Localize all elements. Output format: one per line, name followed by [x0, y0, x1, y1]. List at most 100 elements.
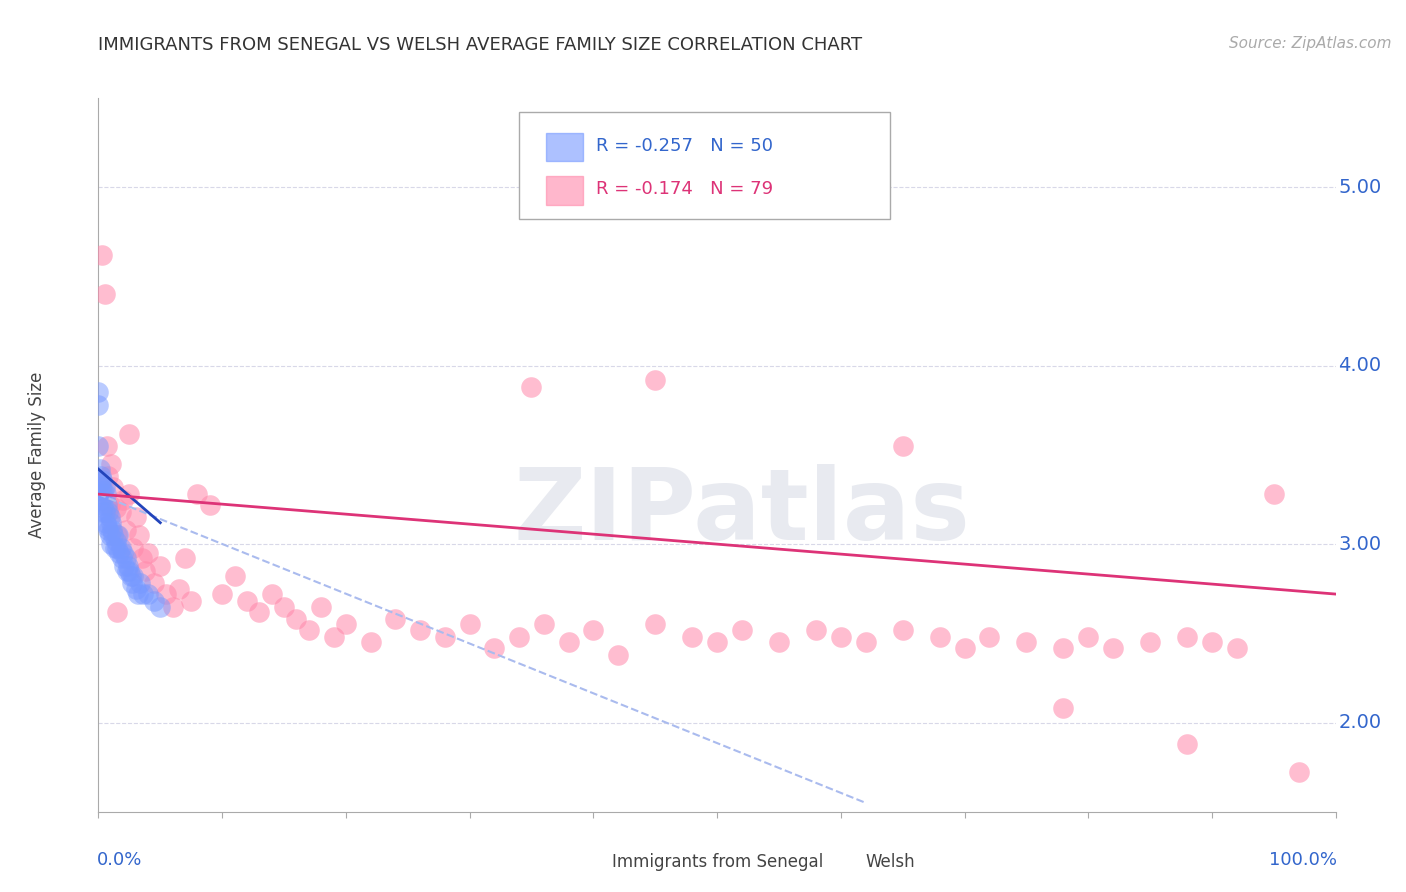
- Point: [1015, 635, 1038, 649]
- Point: [681, 630, 703, 644]
- Point: [118, 564, 141, 578]
- Point: [129, 576, 152, 591]
- Text: Average Family Size: Average Family Size: [28, 372, 45, 538]
- Point: [458, 617, 481, 632]
- Point: [93, 287, 115, 301]
- Point: [273, 599, 295, 614]
- Point: [96, 498, 118, 512]
- Point: [285, 612, 308, 626]
- Point: [731, 623, 754, 637]
- Text: 2.00: 2.00: [1339, 713, 1381, 732]
- Point: [1077, 630, 1099, 644]
- Bar: [547, 133, 583, 161]
- Point: [100, 516, 122, 530]
- Point: [121, 576, 143, 591]
- Point: [93, 505, 115, 519]
- Point: [97, 505, 120, 519]
- Point: [127, 587, 149, 601]
- Point: [1175, 737, 1198, 751]
- Point: [174, 551, 197, 566]
- Text: R = -0.257   N = 50: R = -0.257 N = 50: [596, 136, 773, 154]
- Point: [180, 594, 202, 608]
- Point: [322, 630, 344, 644]
- Point: [1102, 640, 1125, 655]
- Point: [100, 457, 122, 471]
- Point: [768, 635, 790, 649]
- Point: [149, 558, 172, 573]
- Point: [644, 617, 666, 632]
- Point: [298, 623, 321, 637]
- Point: [211, 587, 233, 601]
- Point: [131, 551, 153, 566]
- Point: [97, 469, 120, 483]
- Point: [855, 635, 877, 649]
- Point: [96, 439, 118, 453]
- Point: [112, 492, 135, 507]
- Point: [115, 564, 138, 578]
- Point: [101, 523, 124, 537]
- Point: [122, 569, 145, 583]
- Point: [409, 623, 432, 637]
- Point: [118, 487, 141, 501]
- Point: [607, 648, 630, 662]
- Point: [1263, 487, 1285, 501]
- Point: [91, 473, 114, 487]
- Point: [644, 373, 666, 387]
- Point: [533, 617, 555, 632]
- Point: [134, 564, 156, 578]
- Point: [114, 551, 136, 566]
- Point: [143, 576, 166, 591]
- Point: [104, 501, 127, 516]
- Point: [89, 462, 111, 476]
- Point: [96, 519, 118, 533]
- Point: [128, 528, 150, 542]
- Point: [103, 541, 125, 555]
- Point: [1052, 640, 1074, 655]
- Point: [484, 640, 506, 655]
- Bar: [568, 853, 603, 872]
- Point: [433, 630, 456, 644]
- Point: [1288, 765, 1310, 780]
- Point: [104, 533, 127, 548]
- Point: [107, 528, 129, 542]
- Point: [112, 558, 135, 573]
- Point: [118, 426, 141, 441]
- Point: [94, 487, 117, 501]
- Text: 5.00: 5.00: [1339, 178, 1382, 197]
- Point: [224, 569, 246, 583]
- Point: [93, 483, 115, 498]
- Point: [91, 487, 114, 501]
- Point: [260, 587, 283, 601]
- Point: [979, 630, 1001, 644]
- Point: [891, 439, 914, 453]
- Text: IMMIGRANTS FROM SENEGAL VS WELSH AVERAGE FAMILY SIZE CORRELATION CHART: IMMIGRANTS FROM SENEGAL VS WELSH AVERAGE…: [98, 36, 862, 54]
- Text: Welsh: Welsh: [866, 854, 915, 871]
- Point: [87, 398, 110, 412]
- Point: [891, 623, 914, 637]
- Point: [582, 623, 605, 637]
- Point: [111, 551, 134, 566]
- Point: [105, 528, 128, 542]
- Point: [198, 498, 221, 512]
- Point: [103, 480, 125, 494]
- Point: [928, 630, 950, 644]
- Point: [1052, 701, 1074, 715]
- Point: [335, 617, 357, 632]
- Point: [557, 635, 579, 649]
- Point: [87, 439, 110, 453]
- Point: [87, 385, 110, 400]
- Point: [117, 558, 139, 573]
- Point: [136, 587, 159, 601]
- Text: 4.00: 4.00: [1339, 356, 1381, 376]
- Point: [1175, 630, 1198, 644]
- Point: [384, 612, 406, 626]
- Point: [247, 605, 270, 619]
- Point: [1139, 635, 1161, 649]
- Point: [110, 505, 132, 519]
- Text: Immigrants from Senegal: Immigrants from Senegal: [612, 854, 823, 871]
- Point: [1226, 640, 1249, 655]
- Point: [155, 587, 177, 601]
- Bar: [823, 853, 856, 872]
- Point: [98, 528, 121, 542]
- Point: [91, 248, 114, 262]
